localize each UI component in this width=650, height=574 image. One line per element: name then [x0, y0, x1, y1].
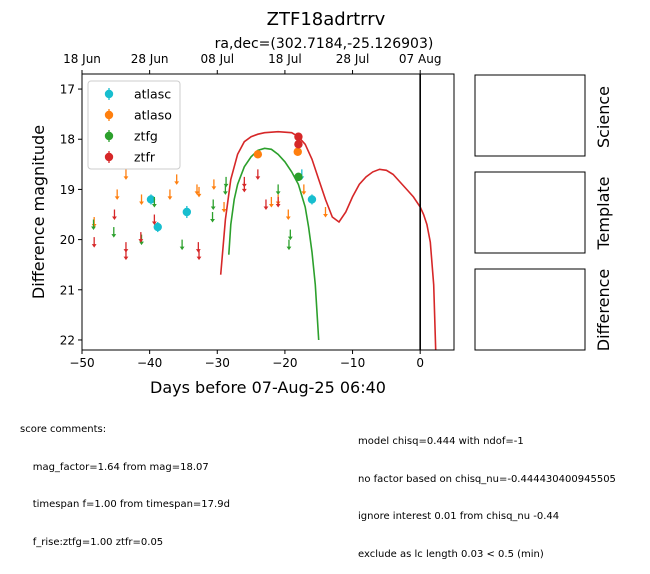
legend-marker — [104, 152, 114, 162]
upper-limit-marker — [287, 229, 293, 241]
model-comment-line: model chisq=0.444 with ndof=-1 — [358, 436, 524, 447]
upper-limit-marker — [138, 232, 144, 243]
x-tick-label: −30 — [205, 356, 230, 370]
score-comments: score comments: mag_factor=1.64 from mag… — [20, 399, 230, 562]
upper-limit-marker — [112, 209, 117, 221]
upper-limit-marker — [179, 239, 185, 251]
upper-limit-marker — [268, 196, 274, 208]
data-point — [294, 140, 303, 149]
y-tick-label: 20 — [60, 233, 75, 247]
top-tick-label: 07 Aug — [399, 52, 442, 66]
data-point — [253, 150, 263, 159]
data-point — [293, 147, 302, 156]
data-point — [153, 222, 162, 232]
upper-limit-marker — [286, 239, 292, 251]
legend-marker — [104, 110, 114, 120]
y-axis-label: Difference magnitude — [29, 125, 48, 299]
model-comments: model chisq=0.444 with ndof=-1 no factor… — [358, 411, 650, 574]
upper-limit-marker — [167, 189, 173, 200]
upper-limit-marker — [285, 209, 291, 221]
data-point — [146, 195, 156, 204]
upper-limit-marker — [123, 249, 129, 261]
upper-limit-marker — [241, 181, 247, 193]
y-tick-label: 17 — [60, 83, 75, 97]
upper-limit-marker — [139, 194, 144, 205]
upper-limit-marker — [91, 217, 97, 228]
upper-limit-marker — [221, 201, 227, 213]
upper-limit-marker — [211, 179, 217, 190]
plot-frame — [81, 73, 455, 351]
upper-limit-marker — [223, 176, 229, 188]
plot-area — [91, 74, 437, 350]
legend-label: atlaso — [134, 108, 172, 123]
score-comment-line: mag_factor=1.64 from mag=18.07 — [20, 461, 209, 473]
data-point — [307, 195, 317, 204]
x-tick-label: −10 — [340, 356, 365, 370]
data-point — [294, 132, 303, 141]
x-tick-label: −40 — [137, 356, 162, 370]
model-comment-line: ignore interest 0.01 from chisq_nu -0.44 — [358, 511, 560, 522]
model-curve — [228, 147, 320, 341]
light-curve-chart: ZTF18adrtrrv ra,dec=(302.7184,-25.126903… — [29, 9, 613, 397]
score-comment-line: score comments: — [20, 424, 107, 435]
upper-limit-marker — [91, 219, 96, 231]
y-tick-label: 19 — [60, 183, 75, 197]
x-axis-label: Days before 07-Aug-25 06:40 — [150, 378, 386, 397]
upper-limit-marker — [123, 169, 129, 180]
upper-limit-marker — [196, 186, 202, 198]
model-comment-line: exclude as lc length 0.03 < 0.5 (min) — [358, 548, 544, 560]
score-comment-line: f_rise:ztfg=1.00 ztfr=0.05 — [20, 536, 164, 548]
top-tick-label: 18 Jul — [268, 52, 302, 66]
chart-subtitle: ra,dec=(302.7184,-25.126903) — [215, 36, 434, 52]
y-tick-label: 18 — [60, 133, 75, 147]
top-tick-label: 28 Jun — [131, 52, 169, 66]
upper-limit-marker — [210, 199, 216, 210]
x-tick-label: −50 — [69, 356, 94, 370]
top-tick-label: 08 Jul — [200, 52, 234, 66]
score-comment-line: timespan f=1.00 from timespan=17.9d — [20, 499, 230, 510]
legend-marker — [104, 89, 114, 99]
top-tick-label: 18 Jun — [63, 52, 101, 66]
legend-label: atlasc — [134, 87, 171, 102]
upper-limit-marker — [255, 169, 261, 180]
upper-limit-marker — [174, 174, 180, 185]
data-point — [182, 207, 192, 217]
upper-limit-marker — [275, 196, 281, 208]
upper-limit-marker — [111, 227, 117, 238]
upper-limit-marker — [114, 189, 120, 200]
x-tick-label: 0 — [416, 356, 424, 370]
difference-image-panel — [474, 268, 586, 351]
legend-box — [87, 80, 181, 170]
model-curve — [219, 130, 437, 350]
template-image-panel — [474, 171, 586, 254]
upper-limit-marker — [323, 207, 328, 218]
upper-limit-marker — [263, 199, 269, 210]
upper-limit-marker — [275, 184, 281, 195]
legend-label: ztfg — [134, 129, 158, 144]
x-tick-label: −20 — [272, 356, 297, 370]
upper-limit-marker — [151, 196, 157, 208]
template-label: Template — [594, 176, 613, 250]
upper-limit-marker — [301, 184, 307, 195]
legend-marker — [104, 131, 114, 141]
difference-label: Difference — [594, 269, 613, 351]
legend: atlasc atlaso ztfg ztfr — [87, 80, 181, 170]
upper-limit-marker — [151, 214, 157, 226]
upper-limit-marker — [210, 212, 215, 223]
y-tick-label: 22 — [60, 333, 75, 347]
top-tick-label: 28 Jul — [336, 52, 370, 66]
science-image-panel — [474, 74, 586, 157]
upper-limit-marker — [194, 184, 200, 195]
chart-title: ZTF18adrtrrv — [267, 9, 386, 30]
model-comment-line: no factor based on chisq_nu=-0.444430400… — [358, 473, 616, 485]
science-label: Science — [594, 86, 613, 148]
y-tick-label: 21 — [60, 283, 75, 297]
upper-limit-marker — [91, 237, 97, 248]
data-point — [294, 172, 303, 182]
legend-label: ztfr — [134, 150, 156, 165]
upper-limit-marker — [196, 249, 202, 261]
upper-limit-marker — [195, 242, 201, 253]
